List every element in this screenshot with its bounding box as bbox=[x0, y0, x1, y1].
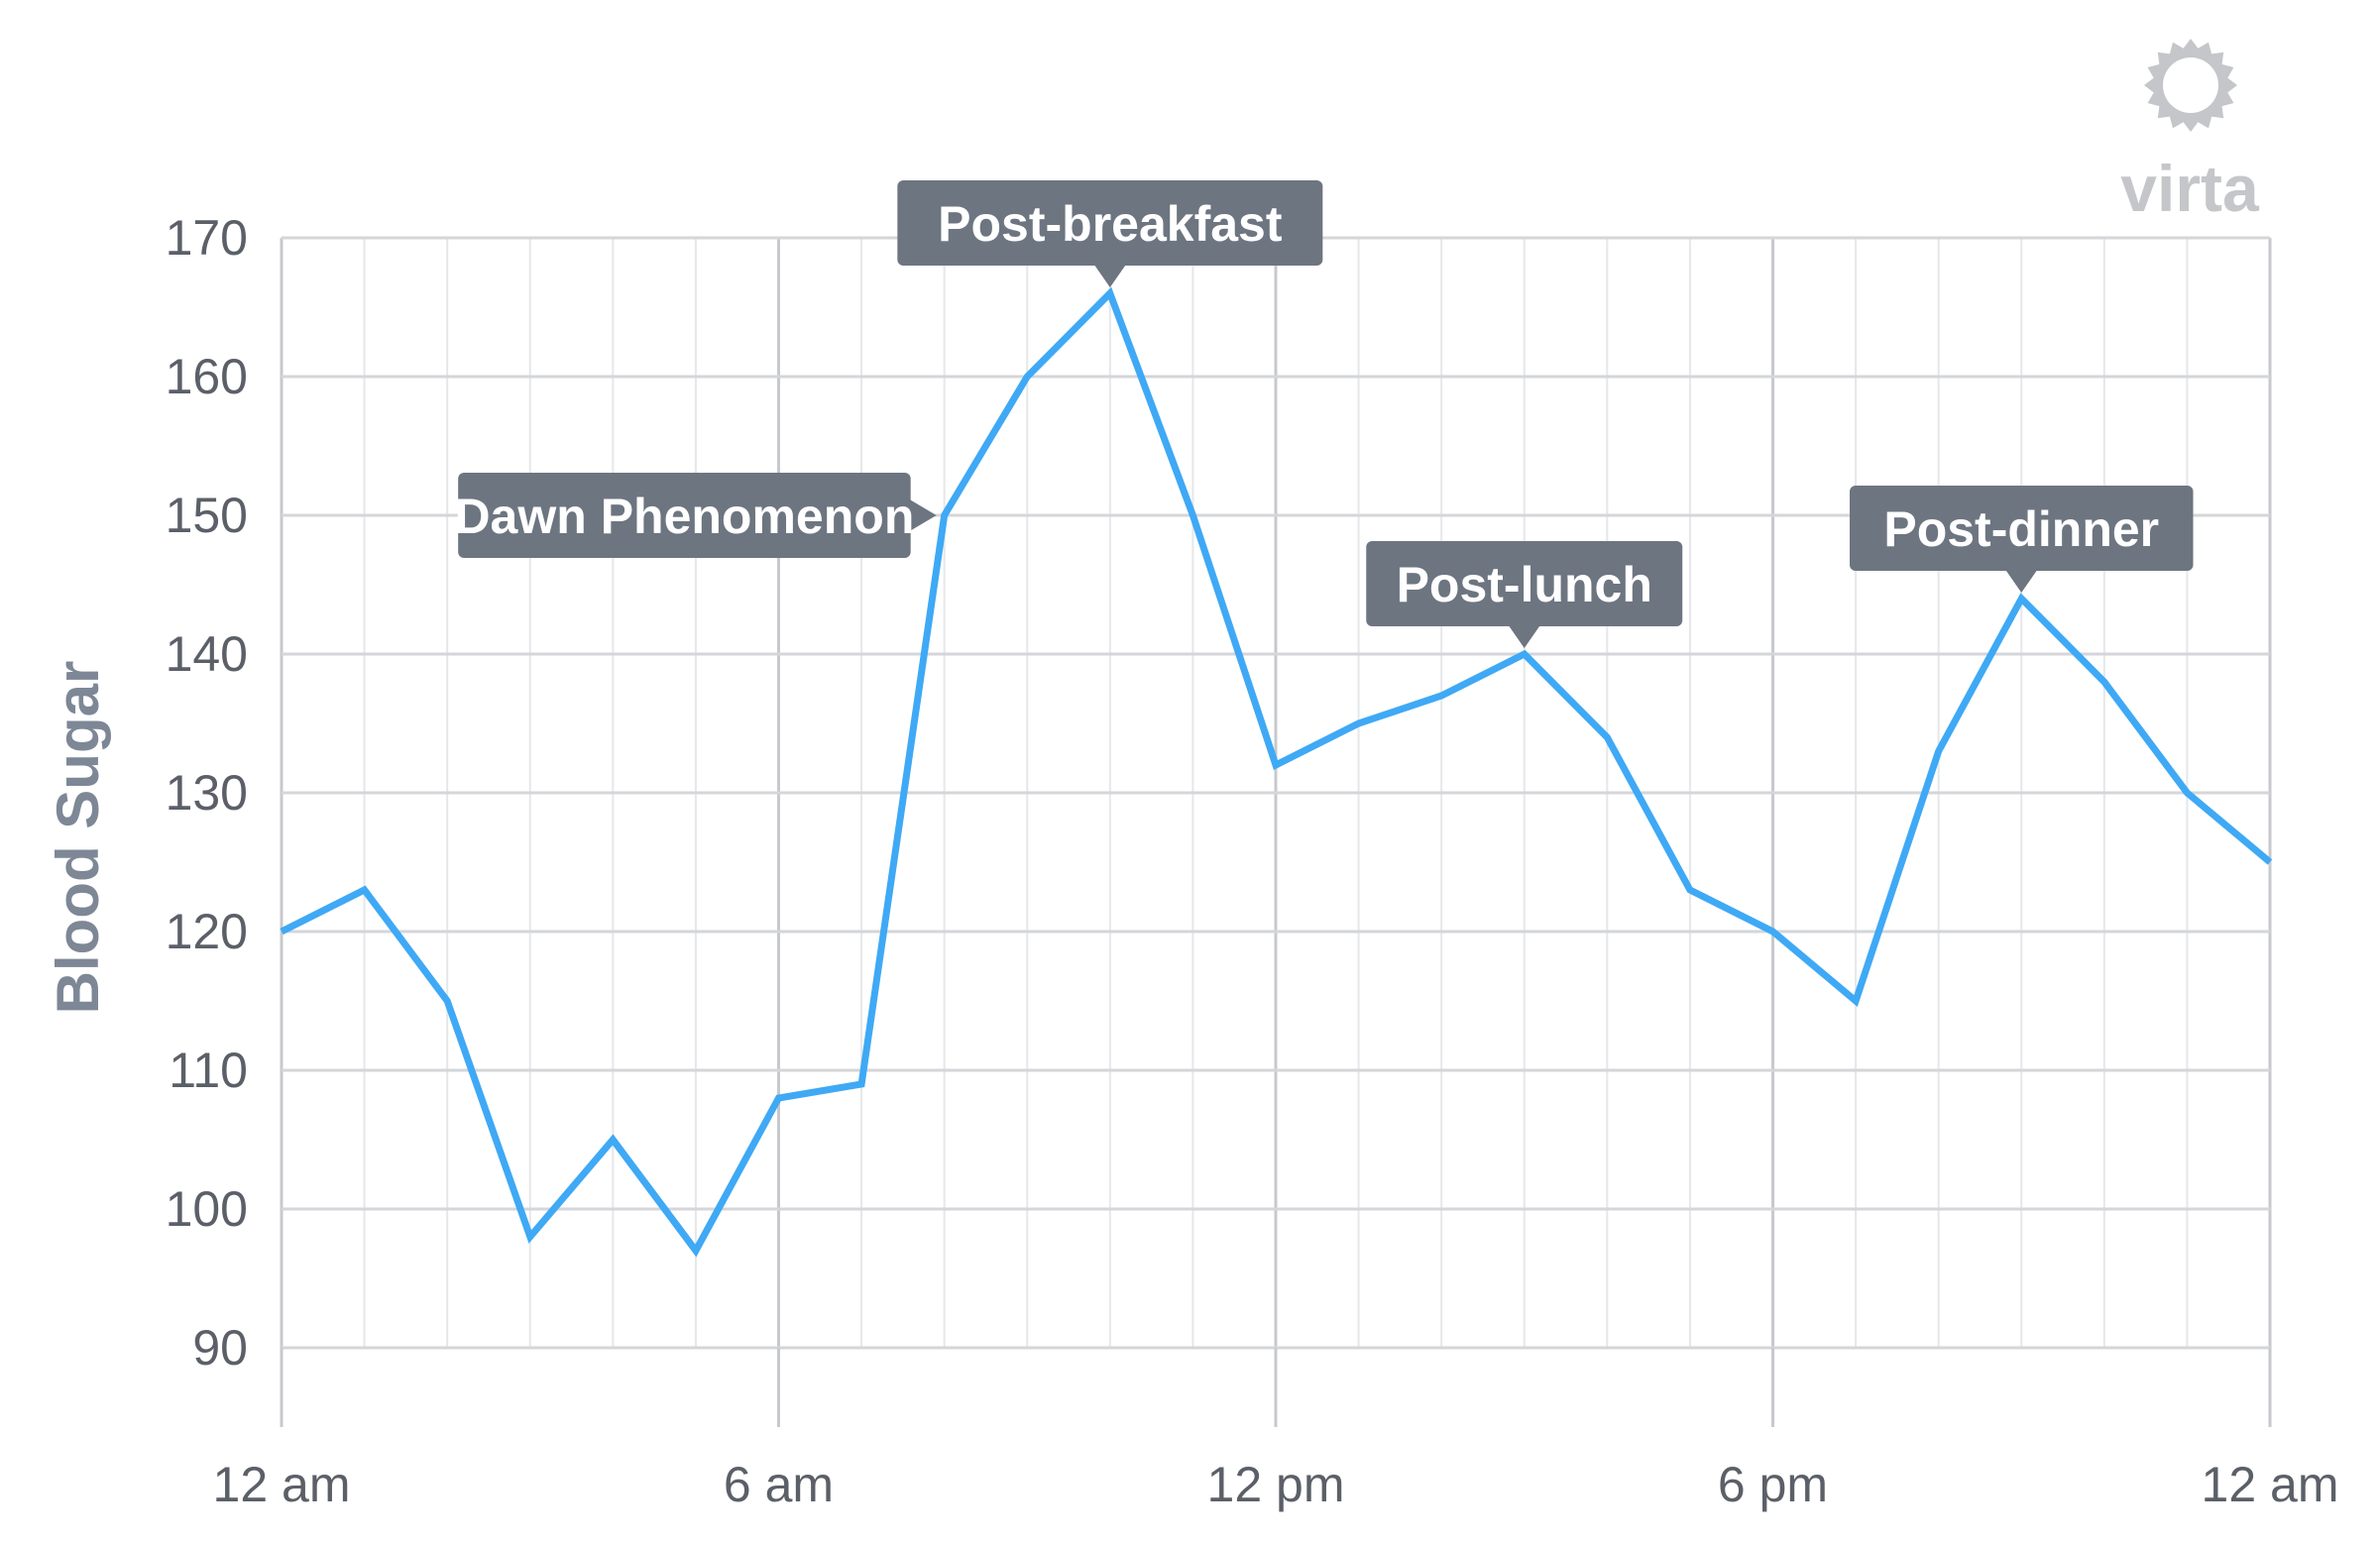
y-tick-label: 160 bbox=[166, 349, 248, 404]
x-tick-label: 12 pm bbox=[1207, 1457, 1345, 1512]
callout-pointer bbox=[1093, 265, 1126, 287]
callout-box bbox=[897, 180, 1323, 266]
sun-icon bbox=[2144, 39, 2237, 132]
y-axis-label: Blood Sugar bbox=[45, 661, 111, 1015]
y-tick-label: 100 bbox=[166, 1181, 248, 1237]
sun-center bbox=[2163, 57, 2218, 113]
callout-label: Post-dinner bbox=[1883, 501, 2159, 557]
x-tick-label: 6 am bbox=[724, 1457, 834, 1512]
x-tick-label: 6 pm bbox=[1718, 1457, 1828, 1512]
annotations: Dawn Phenomenon Post-breakfast Post-lunch P… bbox=[454, 180, 2194, 648]
x-tick-label: 12 am bbox=[213, 1457, 351, 1512]
y-tick-label: 120 bbox=[166, 904, 248, 959]
y-tick-label: 130 bbox=[166, 765, 248, 821]
callout-pointer bbox=[1508, 625, 1540, 648]
virta-logo: virta bbox=[2120, 39, 2260, 225]
logo-text: virta bbox=[2120, 152, 2260, 225]
y-tick-label: 150 bbox=[166, 488, 248, 543]
callout: Dawn Phenomenon bbox=[454, 473, 937, 558]
grid bbox=[280, 236, 2272, 1350]
callout-box bbox=[1850, 486, 2194, 571]
y-tick-label: 170 bbox=[166, 210, 248, 266]
y-tick-label: 110 bbox=[169, 1043, 248, 1098]
callout: Post-dinner bbox=[1850, 486, 2194, 593]
y-tick-label: 140 bbox=[166, 626, 248, 682]
callout-pointer bbox=[909, 499, 937, 531]
callout: Post-breakfast bbox=[897, 180, 1323, 287]
callout-box bbox=[458, 473, 911, 558]
callout-label: Post-breakfast bbox=[938, 196, 1283, 252]
callout: Post-lunch bbox=[1366, 541, 1683, 648]
callout-box bbox=[1366, 541, 1683, 626]
axes: 90 100 110 120 130 140 150 160 170 12 am 6 am 12 pm… bbox=[166, 210, 2339, 1512]
callout-label: Dawn Phenomenon bbox=[454, 489, 914, 544]
callout-pointer bbox=[2005, 570, 2038, 593]
y-tick-label: 90 bbox=[192, 1320, 248, 1376]
x-tick-label: 12 am bbox=[2202, 1457, 2339, 1512]
series bbox=[280, 286, 2273, 1258]
callout-label: Post-lunch bbox=[1397, 557, 1652, 612]
